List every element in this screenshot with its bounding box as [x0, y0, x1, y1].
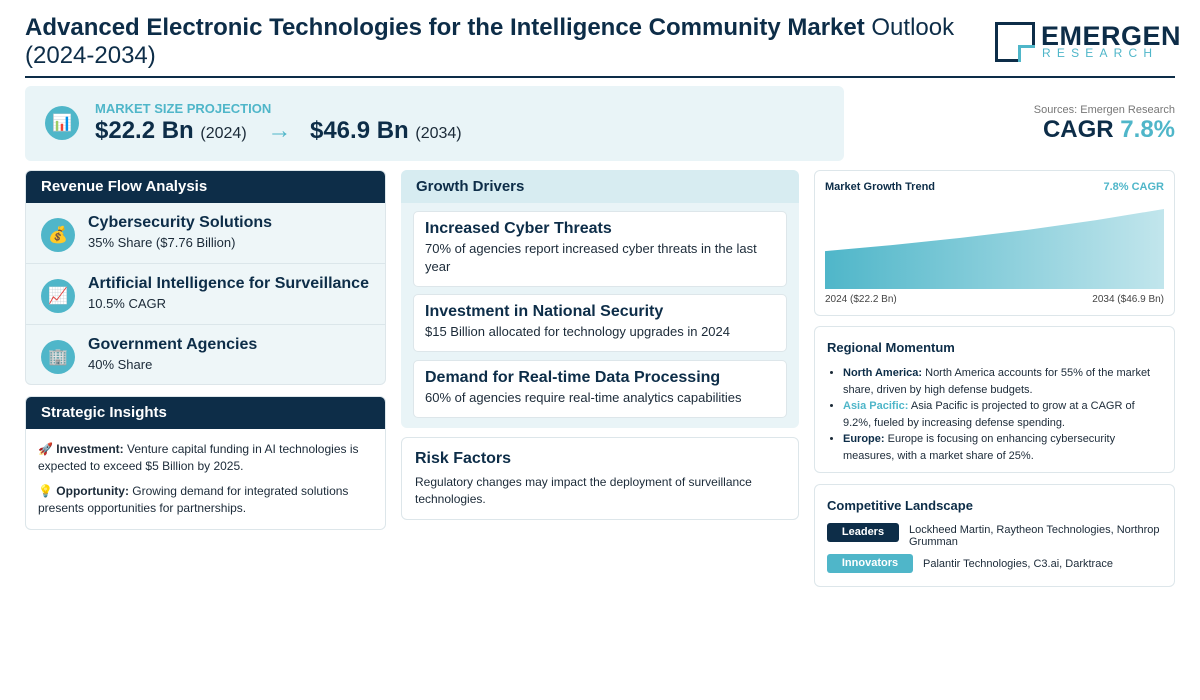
- trend-end-label: 2034 ($46.9 Bn): [1092, 294, 1164, 305]
- revenue-item-title: Artificial Intelligence for Surveillance: [88, 275, 369, 292]
- logo-mark-icon: [995, 22, 1035, 62]
- revenue-item-sub: 35% Share ($7.76 Billion): [88, 235, 236, 250]
- emergen-research-logo: EMERGEN RESEARCH: [995, 22, 1181, 64]
- revenue-item: 💰 Cybersecurity Solutions 35% Share ($7.…: [26, 203, 385, 264]
- projection-end-year: (2034): [415, 125, 462, 142]
- logo-wordmark: EMERGEN: [1041, 21, 1182, 51]
- strategic-insights-card: Strategic Insights 🚀 Investment: Venture…: [25, 396, 386, 530]
- sources-note: Sources: Emergen Research: [1033, 104, 1175, 116]
- competitor-text: Palantir Technologies, C3.ai, Darktrace: [923, 558, 1113, 570]
- region-text: Asia Pacific is projected to grow at a C…: [843, 400, 1135, 429]
- trend-area-chart: [825, 209, 1164, 289]
- driver-item: Increased Cyber Threats 70% of agencies …: [413, 211, 787, 287]
- leaders-badge: Leaders: [827, 523, 899, 542]
- projection-end-value: $46.9 Bn: [309, 117, 409, 144]
- region-item: North America: North America accounts fo…: [843, 365, 1162, 398]
- revenue-item-sub: 10.5% CAGR: [88, 296, 167, 311]
- projection-start-value: $22.2 Bn: [95, 117, 194, 144]
- lightbulb-icon: 💡: [38, 484, 53, 498]
- projection-label: MARKET SIZE PROJECTION: [95, 101, 272, 116]
- region-list: North America: North America accounts fo…: [827, 365, 1162, 465]
- market-growth-trend-card: Market Growth Trend 7.8% CAGR 2024 ($22.…: [814, 170, 1175, 316]
- market-size-projection: 📊 MARKET SIZE PROJECTION $22.2 Bn (2024)…: [25, 86, 844, 161]
- page-title-light: Outlook (2024-2034): [25, 14, 955, 69]
- trend-start-label: 2024 ($22.2 Bn): [825, 294, 897, 305]
- insight-investment: 🚀 Investment: Venture capital funding in…: [38, 441, 373, 475]
- innovators-badge: Innovators: [827, 554, 913, 573]
- strategic-insights-title: Strategic Insights: [26, 397, 385, 429]
- regional-momentum-title: Regional Momentum: [827, 340, 955, 355]
- region-item: Europe: Europe is focusing on enhancing …: [843, 431, 1162, 464]
- competitor-text: Lockheed Martin, Raytheon Technologies, …: [909, 524, 1160, 548]
- region-label: Europe:: [843, 433, 885, 446]
- trend-cagr: 7.8% CAGR: [1103, 181, 1164, 193]
- competitor-row: Innovators Palantir Technologies, C3.ai,…: [827, 554, 1162, 573]
- cagr-label: CAGR: [1042, 116, 1114, 143]
- risk-factors-text: Regulatory changes may impact the deploy…: [415, 475, 752, 506]
- driver-sub: 70% of agencies report increased cyber t…: [425, 241, 757, 274]
- title-divider: [25, 76, 1175, 78]
- projection-start-year: (2024): [200, 125, 247, 142]
- driver-item: Investment in National Security $15 Bill…: [413, 294, 787, 352]
- right-arrow-icon: →: [267, 117, 292, 144]
- revenue-item: 🏢 Government Agencies 40% Share: [26, 325, 385, 384]
- driver-title: Increased Cyber Threats: [425, 220, 612, 237]
- driver-item: Demand for Real-time Data Processing 60%…: [413, 360, 787, 418]
- trend-chart-icon: 📈: [41, 279, 75, 313]
- trend-title: Market Growth Trend: [825, 181, 936, 193]
- trend-area: [825, 209, 1164, 289]
- region-label: Asia Pacific:: [843, 400, 909, 413]
- regional-momentum-card: Regional Momentum North America: North A…: [814, 326, 1175, 473]
- competitive-landscape-title: Competitive Landscape: [827, 498, 973, 513]
- rocket-icon: 🚀: [38, 442, 53, 456]
- competitor-row: Leaders Lockheed Martin, Raytheon Techno…: [827, 523, 1162, 548]
- revenue-flow-card: Revenue Flow Analysis 💰 Cybersecurity So…: [25, 170, 386, 385]
- cagr-value: 7.8%: [1120, 116, 1175, 143]
- insight-label: Opportunity:: [56, 484, 129, 498]
- region-text: Europe is focusing on enhancing cybersec…: [843, 433, 1116, 462]
- revenue-item-title: Cybersecurity Solutions: [88, 214, 273, 231]
- growth-drivers-card: Growth Drivers Increased Cyber Threats 7…: [401, 170, 799, 428]
- driver-title: Investment in National Security: [425, 303, 664, 320]
- growth-drivers-title: Growth Drivers: [401, 170, 799, 203]
- cagr-summary: CAGR 7.8%: [1043, 116, 1175, 144]
- page-title-bold: Advanced Electronic Technologies for the…: [25, 14, 865, 41]
- insight-opportunity: 💡 Opportunity: Growing demand for integr…: [38, 483, 373, 517]
- revenue-flow-title: Revenue Flow Analysis: [26, 171, 385, 203]
- driver-sub: 60% of agencies require real-time analyt…: [425, 390, 742, 405]
- revenue-item: 📈 Artificial Intelligence for Surveillan…: [26, 264, 385, 325]
- insight-text: Venture capital funding in AI technologi…: [38, 442, 359, 473]
- revenue-item-title: Government Agencies: [88, 336, 258, 353]
- region-label: North America:: [843, 367, 923, 379]
- office-building-icon: 🏢: [41, 340, 75, 374]
- competitive-landscape-card: Competitive Landscape Leaders Lockheed M…: [814, 484, 1175, 587]
- driver-title: Demand for Real-time Data Processing: [425, 369, 721, 386]
- insight-label: Investment:: [56, 442, 124, 456]
- revenue-item-sub: 40% Share: [88, 357, 153, 372]
- bar-chart-icon: 📊: [45, 106, 79, 140]
- region-item: Asia Pacific: Asia Pacific is projected …: [843, 398, 1162, 431]
- money-bag-icon: 💰: [41, 218, 75, 252]
- page-title: Advanced Electronic Technologies for the…: [25, 14, 985, 70]
- region-text: North America accounts for 55% of the ma…: [843, 367, 1151, 396]
- risk-factors-card: Risk Factors Regulatory changes may impa…: [401, 437, 799, 520]
- insight-text: Growing demand for integrated solutions …: [38, 484, 349, 515]
- risk-factors-title: Risk Factors: [415, 450, 512, 467]
- logo-subtitle: RESEARCH: [1042, 46, 1159, 60]
- projection-values: $22.2 Bn (2024) → $46.9 Bn (2034): [95, 117, 462, 145]
- driver-sub: $15 Billion allocated for technology upg…: [425, 324, 730, 339]
